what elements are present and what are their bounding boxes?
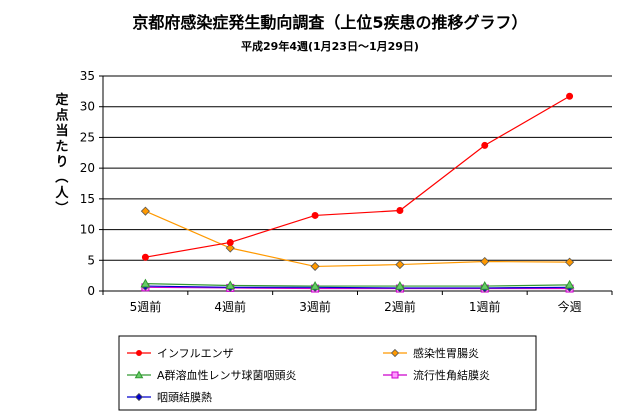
legend-label-1: 感染性胃腸炎: [413, 346, 479, 360]
legend-marker-2: [134, 370, 144, 379]
series-line-1: [145, 210, 570, 268]
data-point-0-1: [226, 238, 234, 246]
series-1: [140, 206, 575, 271]
y-axis-label-char-3: た: [55, 140, 68, 155]
data-point-2-0: [140, 278, 151, 288]
legend-label-0: インフルエンザ: [157, 347, 234, 360]
y-tick-labels: 0 5 10 15 20 25 30 35: [80, 69, 95, 298]
y-axis-label-char-0: 定: [54, 92, 68, 108]
data-point-0-3: [396, 207, 404, 215]
series-2: [140, 278, 575, 290]
chart-title: 京都府感染症発生動向調査（上位5疾患の推移グラフ）: [132, 13, 527, 32]
data-point-1-2: [310, 261, 320, 271]
y-tick-label-0: 0: [87, 284, 95, 298]
data-point-0-4: [481, 141, 489, 149]
y-tick-label-30: 30: [80, 100, 95, 114]
x-tick-label-1: 4週前: [214, 299, 246, 314]
y-tick-label-25: 25: [80, 130, 95, 144]
x-tick-label-5: 今週: [558, 299, 582, 314]
legend-label-2: A群溶血性レンサ球菌咽頭炎: [157, 368, 297, 382]
series-line-3: [145, 286, 570, 290]
legend-label-4: 咽頭結膜熱: [157, 390, 212, 404]
data-point-2-3: [395, 281, 405, 290]
x-tick-labels: 5週前 4週前 3週前 2週前 1週前 今週: [130, 299, 582, 314]
x-tick-label-0: 5週前: [130, 299, 162, 314]
gridlines: [103, 75, 612, 261]
x-tick-label-3: 2週前: [384, 299, 416, 314]
legend-marker-0: [136, 350, 142, 356]
legend-item-2: A群溶血性レンサ球菌咽頭炎: [127, 368, 297, 382]
series-lines: [140, 92, 575, 293]
y-axis-label-char-4: り: [55, 155, 68, 170]
y-tick-label-35: 35: [80, 69, 95, 83]
legend-item-1: 感染性胃腸炎: [383, 346, 479, 360]
y-axis-label-char-7: ）: [53, 201, 69, 214]
data-point-1-4: [480, 256, 490, 267]
data-point-0-0: [141, 253, 149, 261]
legend-item-3: 流行性角結膜炎: [383, 368, 490, 382]
data-point-0-2: [311, 211, 319, 219]
data-point-1-1: [225, 243, 235, 253]
data-point-1-5: [565, 257, 575, 267]
y-axis-label-char-2: 当: [55, 123, 68, 139]
data-point-2-2: [310, 281, 320, 290]
legend-label-3: 流行性角結膜炎: [413, 368, 490, 382]
y-axis-label-char-1: 点: [55, 108, 68, 124]
legend-item-4: 咽頭結膜熱: [127, 390, 212, 404]
y-axis-label-char-6: 人: [55, 185, 69, 201]
legend-marker-1: [390, 348, 400, 358]
series-0: [141, 92, 574, 261]
data-point-2-5: [564, 279, 575, 289]
data-point-1-0: [140, 206, 150, 216]
x-tick-label-4: 1週前: [469, 299, 501, 314]
axes: [99, 75, 613, 295]
legend-box: [118, 335, 537, 411]
legend-item-0: インフルエンザ: [127, 347, 234, 360]
y-tick-label-15: 15: [80, 192, 95, 206]
data-point-2-1: [225, 280, 236, 290]
series-line-4: [145, 285, 570, 289]
series-line-0: [145, 95, 570, 258]
y-axis-label-char-5: （: [53, 170, 69, 183]
x-tick-label-2: 3週前: [299, 299, 331, 314]
data-point-2-4: [479, 281, 490, 290]
data-point-0-5: [566, 92, 574, 100]
data-point-1-3: [395, 260, 405, 270]
y-tick-label-20: 20: [80, 161, 95, 175]
series-4: [140, 281, 575, 293]
y-tick-label-10: 10: [80, 223, 95, 237]
legend-marker-4: [134, 392, 144, 402]
series-line-2: [145, 283, 570, 287]
y-tick-label-5: 5: [87, 253, 95, 267]
chart-subtitle: 平成29年4週(1月23日～1月29日): [241, 39, 419, 53]
legend-marker-3: [391, 371, 399, 379]
